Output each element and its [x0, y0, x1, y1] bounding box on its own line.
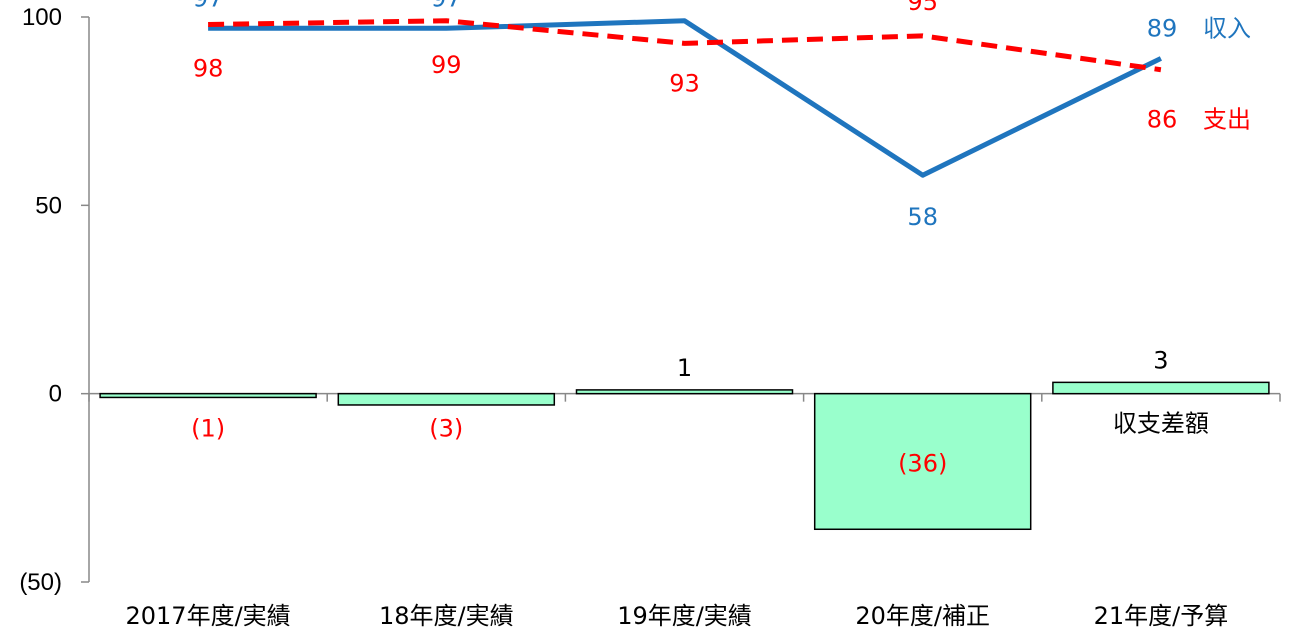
income-data-label: 58	[907, 203, 938, 231]
x-tick-label: 2017年度/実績	[126, 602, 291, 630]
bar	[813, 392, 1032, 531]
bar	[337, 392, 556, 406]
labels: 97 97 99 58 98 99 93 95 89 収入 86 支出 (1) (3) 1 (36) 3 収支差額	[191, 0, 1251, 477]
bar	[575, 389, 794, 395]
income-series-name: 収入	[1203, 14, 1251, 42]
y-tick-label: (50)	[19, 569, 62, 596]
income-line	[208, 18, 1163, 178]
y-tick-label: 50	[35, 192, 62, 219]
x-tick-label: 19年度/実績	[617, 602, 752, 630]
bar-data-label: 3	[1153, 346, 1168, 374]
expense-data-label: 95	[907, 0, 938, 16]
expense-data-label: 98	[193, 55, 224, 83]
income-data-label: 97	[193, 0, 224, 12]
income-data-label: 99	[669, 0, 700, 1]
bar-data-label: 1	[677, 354, 692, 382]
bar-data-label: (1)	[191, 415, 225, 443]
lines	[208, 18, 1163, 178]
x-tick-label: 18年度/実績	[379, 602, 514, 630]
y-tick-label: 100	[22, 4, 62, 31]
income-data-label: 97	[431, 0, 462, 12]
expense-series-name: 支出	[1203, 106, 1251, 134]
bar-data-label: (36)	[898, 449, 947, 477]
income-data-label: 89	[1147, 14, 1178, 42]
expense-data-label: 86	[1147, 106, 1178, 134]
bar-series-name: 収支差額	[1113, 410, 1209, 438]
x-tick-label: 21年度/予算	[1094, 602, 1229, 630]
x-tick-label: 20年度/補正	[855, 602, 990, 630]
bar-data-label: (3)	[429, 415, 463, 443]
y-tick-label: 0	[49, 381, 62, 408]
bar	[1052, 381, 1270, 395]
bars	[99, 381, 1270, 531]
bar	[99, 392, 317, 399]
expense-data-label: 93	[669, 69, 700, 97]
expense-data-label: 99	[431, 51, 462, 79]
expense-line	[208, 18, 1162, 73]
axes: (50) 0 50 100 2017年度/実績 18年度/実績 19年度/実績 20年度/補正…	[19, 4, 1281, 630]
